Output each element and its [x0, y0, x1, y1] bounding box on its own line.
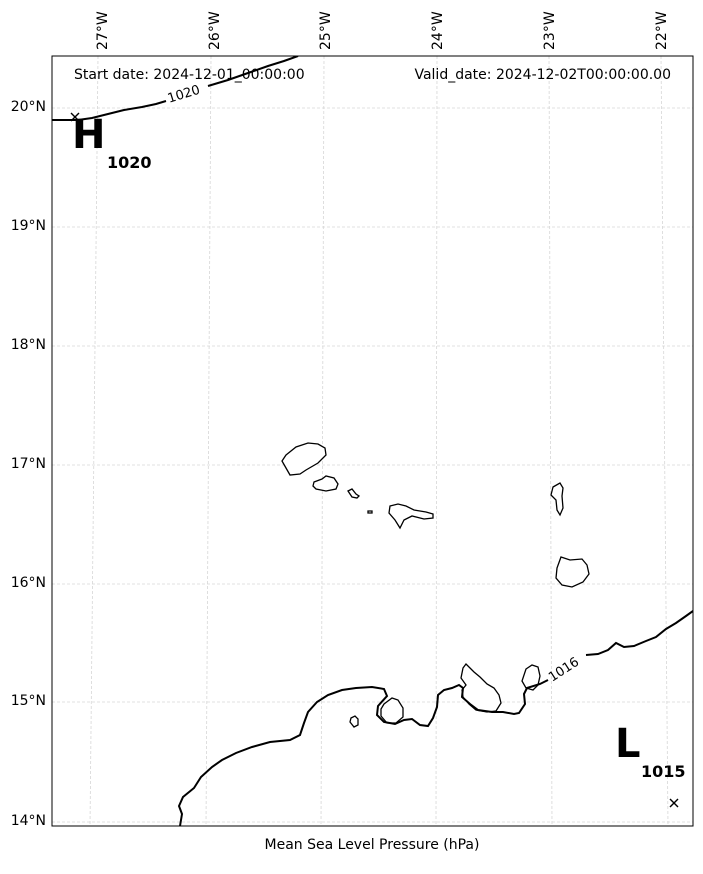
lat-tick-19n: 19°N [11, 218, 46, 234]
latitude-ticks: 20°N 19°N 18°N 17°N 16°N 15°N 14°N [11, 99, 46, 829]
isobar-1020 [52, 56, 299, 121]
island-boa-vista [555, 556, 590, 588]
island-santiago [460, 663, 502, 713]
lat-tick-15n: 15°N [11, 693, 46, 709]
lon-tick-22w: 22°W [654, 11, 670, 50]
island-brava [349, 715, 359, 728]
lat-tick-16n: 16°N [11, 575, 46, 591]
island-santo-antao [281, 442, 327, 476]
lat-tick-18n: 18°N [11, 337, 46, 353]
isobar-1016 [177, 610, 693, 826]
longitude-ticks: 27°W 26°W 25°W 24°W 23°W 22°W [95, 11, 670, 50]
island-branco [367, 510, 373, 514]
high-pressure-center: H 1020 [70, 112, 152, 172]
low-value: 1015 [641, 762, 686, 781]
lat-tick-17n: 17°N [11, 456, 46, 472]
island-fogo [380, 697, 404, 724]
high-value: 1020 [107, 153, 152, 172]
high-symbol: H [72, 112, 105, 158]
lon-tick-23w: 23°W [542, 11, 558, 50]
contour-label-1016: 1016 [546, 655, 582, 686]
isobars [52, 56, 693, 826]
lon-tick-25w: 25°W [318, 11, 334, 50]
high-center-marker-icon [70, 112, 80, 122]
contour-label-1020: 1020 [166, 83, 202, 107]
island-santa-luzia [347, 488, 361, 499]
island-sao-nicolau [388, 503, 434, 530]
start-date-label: Start date: 2024-12-01_00:00:00 [74, 67, 305, 83]
map-caption: Mean Sea Level Pressure (hPa) [265, 837, 480, 853]
lat-tick-14n: 14°N [11, 813, 46, 829]
valid-date-label: Valid_date: 2024-12-02T00:00:00.00 [414, 67, 671, 83]
low-center-marker-icon [669, 798, 679, 808]
island-sal [550, 482, 564, 517]
lat-tick-20n: 20°N [11, 99, 46, 115]
lon-tick-27w: 27°W [95, 11, 111, 50]
low-pressure-center: L 1015 [615, 721, 686, 808]
map-frame [51, 55, 694, 827]
low-symbol: L [615, 721, 641, 767]
lon-tick-26w: 26°W [207, 11, 223, 50]
lon-tick-24w: 24°W [430, 11, 446, 50]
graticule [52, 56, 693, 826]
coastlines [281, 442, 590, 728]
island-sao-vicente [312, 475, 339, 492]
